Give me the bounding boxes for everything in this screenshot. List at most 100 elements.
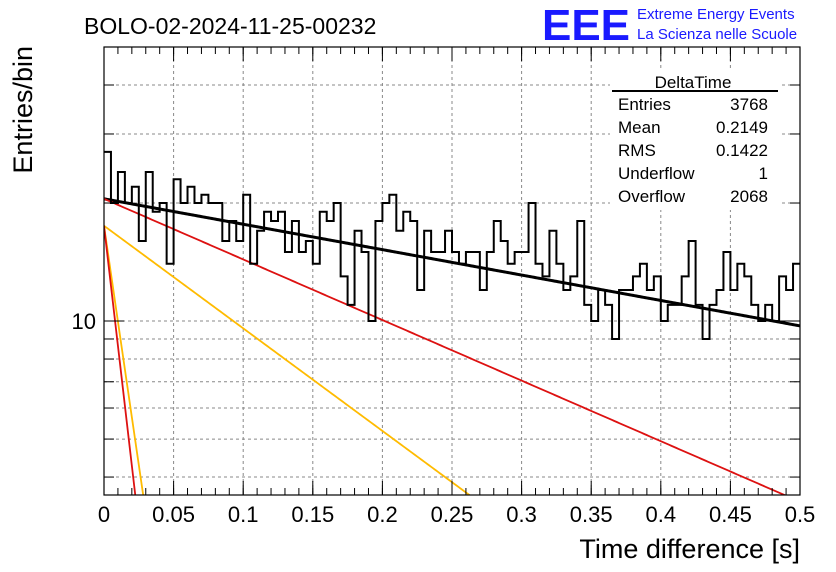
- histogram-bin: [591, 320, 598, 322]
- histogram-bin: [208, 202, 215, 204]
- histogram-bin: [327, 220, 334, 222]
- histogram-bin: [584, 304, 591, 306]
- histogram-bin: [188, 186, 195, 188]
- histogram-bin: [201, 194, 208, 196]
- histogram-bin: [536, 263, 543, 265]
- histogram-bin: [431, 251, 438, 253]
- histogram-bin: [132, 186, 139, 188]
- histogram-bin: [264, 211, 271, 213]
- histogram-bin: [362, 251, 369, 253]
- histogram-bin: [549, 230, 556, 232]
- histogram-bin: [181, 202, 188, 204]
- histogram-bin: [341, 275, 348, 277]
- x-tick-label: 0.1: [228, 502, 259, 527]
- stats-box-background: [610, 70, 780, 210]
- x-tick-label: 0: [98, 502, 110, 527]
- histogram-bin: [696, 304, 703, 306]
- stats-value-underflow: 1: [759, 164, 768, 183]
- histogram-bin: [501, 240, 508, 242]
- histogram-bin: [758, 320, 765, 322]
- histogram-bin: [368, 320, 375, 322]
- histogram-bin: [556, 263, 563, 265]
- x-tick-label: 0.5: [785, 502, 816, 527]
- stats-box: DeltaTime Entries 3768 Mean 0.2149 RMS 0…: [610, 70, 780, 210]
- stats-value-rms: 0.1422: [716, 141, 768, 160]
- histogram-bin: [257, 230, 264, 232]
- y-tick-label: 10: [72, 309, 96, 334]
- histogram-bin: [793, 263, 800, 265]
- histogram-bin: [487, 251, 494, 253]
- histogram-bin: [313, 263, 320, 265]
- histogram-bin: [104, 151, 111, 153]
- histogram-bin: [438, 251, 445, 253]
- histogram-bin: [730, 289, 737, 291]
- histogram-bin: [480, 289, 487, 291]
- histogram-bin: [612, 338, 619, 340]
- histogram-step-line: [104, 150, 800, 340]
- histogram-bin: [633, 275, 640, 277]
- histogram-bin: [723, 251, 730, 253]
- x-tick-label: 0.35: [570, 502, 613, 527]
- fit-curve: [104, 197, 800, 328]
- histogram-bin: [626, 289, 633, 291]
- histogram-bin: [125, 202, 132, 204]
- eee-logo-line-1: Extreme Energy Events: [637, 6, 795, 23]
- histogram-bin: [271, 220, 278, 222]
- histogram-bin: [654, 275, 661, 277]
- histogram-bin: [522, 251, 529, 253]
- histogram-bin: [605, 304, 612, 306]
- histogram-bin: [355, 230, 362, 232]
- stats-value-mean: 0.2149: [716, 118, 768, 137]
- stats-box-title: DeltaTime: [655, 73, 732, 92]
- histogram-series: [104, 150, 800, 340]
- fit-curve: [104, 225, 137, 495]
- histogram-bin: [619, 289, 626, 291]
- histogram-bin: [229, 220, 236, 222]
- histogram-bin: [236, 240, 243, 242]
- histogram-bin: [682, 275, 689, 277]
- histogram-bin: [473, 251, 480, 253]
- histogram-bin: [167, 263, 174, 265]
- histogram-bin: [744, 275, 751, 277]
- histogram-bin: [577, 220, 584, 222]
- histogram-bin: [118, 171, 125, 173]
- histogram-bin: [403, 211, 410, 213]
- eee-logo-line-2: La Scienza nelle Scuole: [637, 26, 797, 43]
- fit-curve: [104, 197, 787, 495]
- histogram-bin: [445, 230, 452, 232]
- histogram-bin: [494, 220, 501, 222]
- histogram-bin: [668, 304, 675, 306]
- histogram-bin: [285, 251, 292, 253]
- histogram-bin: [334, 202, 341, 204]
- stats-label-entries: Entries: [618, 95, 671, 114]
- histogram-bin: [689, 240, 696, 242]
- histogram-bin: [417, 289, 424, 291]
- histogram-bin: [598, 289, 605, 291]
- chart-title: BOLO-02-2024-11-25-00232: [84, 13, 376, 39]
- histogram-bin: [382, 202, 389, 204]
- histogram-bin: [243, 194, 250, 196]
- x-tick-label: 0.15: [291, 502, 334, 527]
- x-tick-label: 0.45: [709, 502, 752, 527]
- histogram-bin: [306, 240, 313, 242]
- histogram-bin: [424, 230, 431, 232]
- histogram-bin: [348, 304, 355, 306]
- histogram-bin: [396, 230, 403, 232]
- stats-label-rms: RMS: [618, 141, 656, 160]
- histogram-bin: [563, 289, 570, 291]
- x-tick-label: 0.2: [367, 502, 398, 527]
- histogram-bin: [661, 320, 668, 322]
- histogram-bin: [459, 263, 466, 265]
- stats-value-entries: 3768: [730, 95, 768, 114]
- histogram-bin: [515, 251, 522, 253]
- histogram-bin: [542, 275, 549, 277]
- histogram-bin: [710, 304, 717, 306]
- histogram-bin: [194, 202, 201, 204]
- histogram-bin: [160, 202, 167, 204]
- histogram-bin: [174, 178, 181, 180]
- x-tick-label: 0.05: [152, 502, 195, 527]
- histogram-bin: [529, 202, 536, 204]
- x-tick-label: 0.4: [646, 502, 677, 527]
- stats-label-overflow: Overflow: [618, 187, 686, 206]
